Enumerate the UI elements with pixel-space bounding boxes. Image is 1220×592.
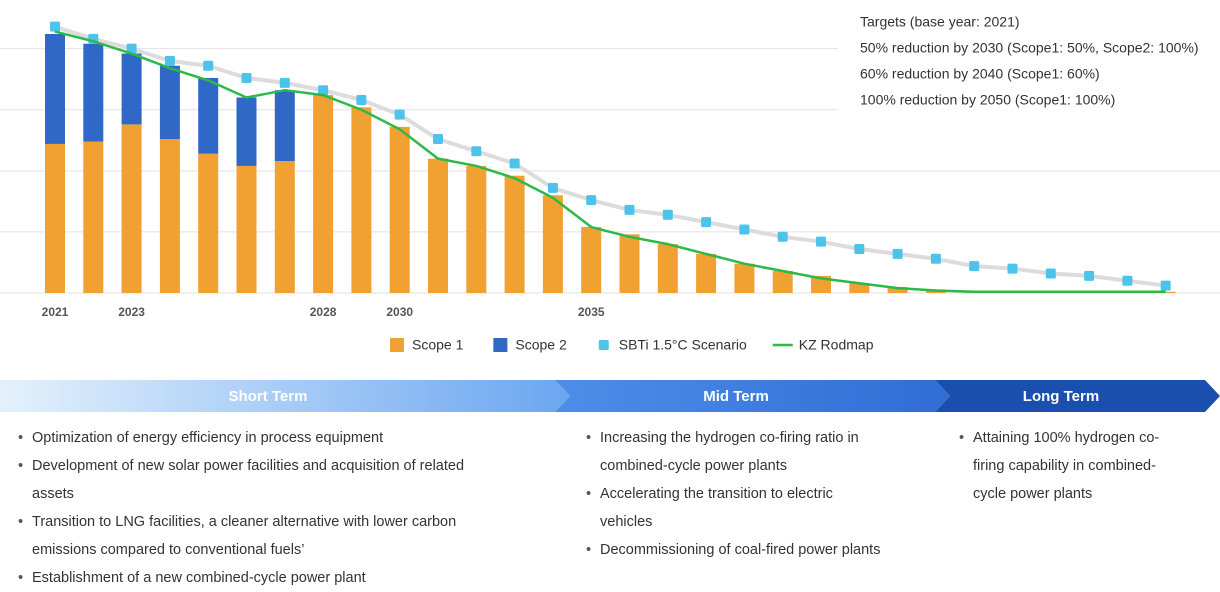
x-tick-label: 2030 (386, 305, 413, 319)
phase-title: Mid Term (703, 388, 769, 405)
marker (1084, 270, 1095, 281)
marker (739, 224, 750, 235)
legend-swatch (598, 340, 609, 350)
bullet: Attaining 100% hydrogen co-firing capabi… (959, 424, 1174, 508)
bar (274, 90, 295, 162)
marker (433, 134, 443, 145)
marker (241, 72, 252, 83)
bullet: Increasing the hydrogen co-firing ratio … (586, 424, 886, 480)
marker (854, 244, 865, 255)
marker (624, 204, 635, 215)
bar (83, 43, 104, 142)
bar (542, 195, 563, 293)
bar (772, 271, 793, 293)
marker (279, 77, 290, 88)
phase-banner (935, 380, 1220, 412)
chart: 2021 2023 2028 2030 2035 Scope 1 Scope 2 SBTi 1… (0, 0, 1220, 412)
x-tick-label: 2023 (118, 305, 145, 319)
phase-list: Optimization of energy efficiency in pro… (18, 424, 508, 592)
legend-label: Scope 2 (515, 337, 567, 353)
marker (1160, 280, 1171, 291)
phase-title: Long Term (1023, 388, 1099, 405)
targets-box (838, 0, 1220, 124)
marker (586, 195, 597, 206)
marker (892, 248, 903, 259)
bullet: Establishment of a new combined-cycle po… (18, 564, 508, 592)
bar (45, 143, 65, 293)
legend-swatch (493, 338, 508, 352)
marker (394, 109, 405, 120)
marker (777, 231, 788, 242)
bar (198, 153, 219, 293)
phase-title: Short Term (229, 388, 308, 405)
marker (50, 21, 60, 32)
bar (351, 107, 372, 293)
bullet: Optimization of energy efficiency in pro… (18, 424, 508, 452)
x-tick-label: 2028 (310, 305, 337, 319)
target-item: 100% reduction by 2050 (Scope1: 100%) (860, 92, 1115, 108)
bar (236, 165, 257, 293)
legend-swatch (390, 338, 404, 352)
bullet: Transition to LNG facilities, a cleaner … (18, 508, 508, 564)
line (54, 24, 1166, 288)
marker (1045, 268, 1056, 279)
marker (662, 209, 673, 220)
bar (389, 126, 410, 293)
x-tick-label: 2035 (578, 305, 605, 319)
marker (701, 217, 712, 228)
bullet: Accelerating the transition to electric … (586, 480, 886, 536)
bar (734, 263, 755, 293)
marker (930, 253, 941, 264)
bar (619, 234, 640, 293)
legend-label: Scope 1 (412, 337, 464, 353)
bar (198, 77, 219, 154)
marker (816, 236, 826, 247)
line (54, 30, 1166, 294)
x-tick-label: 2021 (42, 305, 69, 319)
marker (471, 146, 482, 157)
bar (121, 124, 142, 294)
phase-list: Increasing the hydrogen co-firing ratio … (586, 424, 886, 564)
bar (45, 33, 65, 144)
bullet: Decommissioning of coal-fired power plan… (586, 536, 886, 564)
phase-banner (0, 380, 570, 412)
phase-banner (555, 380, 950, 412)
targets-title: Targets (base year: 2021) (860, 14, 1020, 30)
marker (203, 60, 214, 71)
bullet: Development of new solar power facilitie… (18, 452, 508, 508)
legend-label: KZ Rodmap (799, 337, 874, 353)
marker (509, 158, 520, 169)
marker (356, 94, 367, 105)
bar (236, 97, 257, 166)
bar (887, 286, 908, 293)
marker (547, 182, 558, 193)
target-item: 60% reduction by 2040 (Scope1: 60%) (860, 66, 1100, 82)
bar (159, 65, 180, 140)
bar (274, 161, 295, 293)
bar (504, 175, 525, 293)
bar (313, 95, 334, 293)
bar (657, 244, 678, 293)
marker (1007, 263, 1018, 274)
bar (159, 139, 180, 293)
bar (83, 141, 104, 293)
marker (126, 43, 137, 54)
legend-label: SBTi 1.5°C Scenario (619, 337, 747, 353)
bar (428, 158, 448, 293)
bar (466, 165, 487, 293)
bar (581, 227, 602, 293)
target-item: 50% reduction by 2030 (Scope1: 50%, Scop… (860, 40, 1199, 56)
marker (318, 85, 329, 96)
phase-list: Attaining 100% hydrogen co-firing capabi… (959, 424, 1174, 508)
marker (164, 55, 175, 66)
bar (121, 53, 142, 125)
bar (849, 283, 870, 293)
bar (696, 253, 717, 293)
marker (969, 261, 980, 272)
marker (1122, 275, 1133, 286)
